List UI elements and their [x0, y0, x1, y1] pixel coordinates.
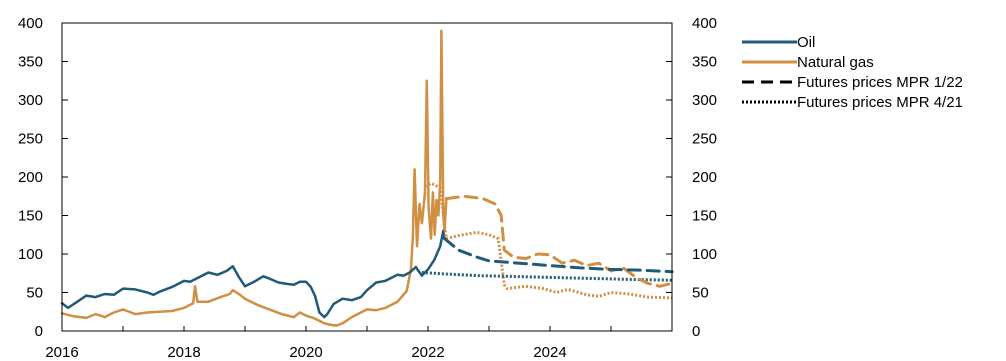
x-tick-label: 2022 [411, 344, 444, 361]
axis-layer: 0 0 50 50 100 100 150 150 200 200 250 250 300 300 350 3… [18, 15, 717, 361]
x-tick-label: 2024 [533, 344, 566, 361]
legend-label: Natural gas [797, 54, 874, 71]
y-left-tick-label: 150 [18, 208, 43, 225]
y-right-tick-label: 150 [692, 208, 717, 225]
y-right-tick-label: 100 [692, 246, 717, 263]
series-line-oil-fut-122 [443, 237, 674, 274]
series-line-gas-fut-421 [424, 181, 673, 300]
legend-label: Oil [797, 34, 815, 51]
y-right-tick-label: 300 [692, 92, 717, 109]
y-right-tick-label: 400 [692, 15, 717, 32]
x-tick-label: 2016 [45, 344, 78, 361]
y-left-tick-label: 250 [18, 131, 43, 148]
series-line-oil [60, 229, 446, 319]
series-line-gas-fut-122 [444, 194, 674, 288]
y-left-tick-label: 350 [18, 54, 43, 71]
x-tick-label: 2020 [289, 344, 322, 361]
legend: Oil Natural gas Futures prices MPR 1/22 Fut… [742, 34, 963, 111]
series-layer [60, 29, 674, 327]
series-line-gas [60, 29, 448, 327]
legend-label: Futures prices MPR 4/21 [797, 94, 963, 111]
y-left-tick-label: 400 [18, 15, 43, 32]
plot-frame [61, 22, 673, 332]
y-right-tick-label: 350 [692, 54, 717, 71]
y-right-tick-label: 250 [692, 131, 717, 148]
y-right-tick-label: 200 [692, 169, 717, 186]
y-right-tick-label: 0 [692, 323, 700, 340]
y-left-tick-label: 300 [18, 92, 43, 109]
y-right-tick-label: 50 [692, 285, 709, 302]
y-left-tick-label: 0 [35, 323, 43, 340]
y-left-tick-label: 100 [18, 246, 43, 263]
x-tick-label: 2018 [167, 344, 200, 361]
legend-label: Futures prices MPR 1/22 [797, 74, 963, 91]
y-left-tick-label: 50 [26, 285, 43, 302]
y-left-tick-label: 200 [18, 169, 43, 186]
series-line-oil-fut-421 [421, 271, 673, 282]
